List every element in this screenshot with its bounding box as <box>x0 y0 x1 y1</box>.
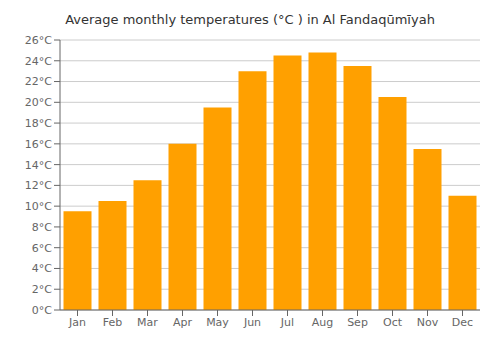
svg-text:Dec: Dec <box>452 316 473 329</box>
svg-text:2°C: 2°C <box>32 283 52 296</box>
svg-text:22°C: 22°C <box>25 75 52 88</box>
svg-text:Aug: Aug <box>312 316 333 329</box>
svg-text:10°C: 10°C <box>25 200 52 213</box>
svg-text:Apr: Apr <box>173 316 193 329</box>
svg-text:Feb: Feb <box>103 316 122 329</box>
svg-text:4°C: 4°C <box>32 262 52 275</box>
svg-text:26°C: 26°C <box>25 34 52 47</box>
svg-text:Jan: Jan <box>68 316 86 329</box>
svg-text:Oct: Oct <box>383 316 403 329</box>
svg-text:18°C: 18°C <box>25 117 52 130</box>
svg-text:Jun: Jun <box>243 316 261 329</box>
svg-text:16°C: 16°C <box>25 138 52 151</box>
svg-text:Jul: Jul <box>280 316 294 329</box>
svg-text:Nov: Nov <box>417 316 439 329</box>
svg-text:0°C: 0°C <box>32 304 52 317</box>
svg-text:20°C: 20°C <box>25 96 52 109</box>
svg-text:May: May <box>206 316 229 329</box>
html-text:Average monthly temperatures (: Average monthly temperatures (°C ) in Al… <box>65 12 435 27</box>
svg-text:Mar: Mar <box>137 316 158 329</box>
svg-text:8°C: 8°C <box>32 221 52 234</box>
svg-text:6°C: 6°C <box>32 242 52 255</box>
svg-text:14°C: 14°C <box>25 159 52 172</box>
svg-text:24°C: 24°C <box>25 55 52 68</box>
svg-text:12°C: 12°C <box>25 179 52 192</box>
svg-text:Sep: Sep <box>347 316 368 329</box>
